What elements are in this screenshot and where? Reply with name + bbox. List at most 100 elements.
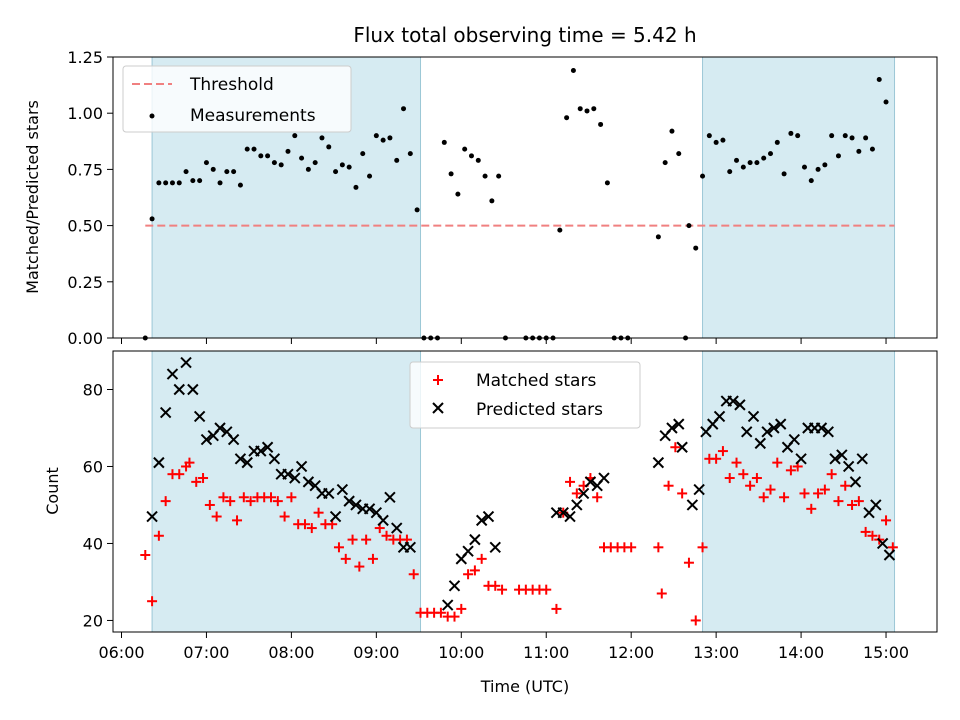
matched-star-marker xyxy=(656,588,667,599)
matched-star-marker xyxy=(367,553,378,564)
measurement-point xyxy=(863,135,869,141)
measurement-point xyxy=(285,148,291,154)
predicted-star-marker xyxy=(652,456,665,469)
matched-star-marker xyxy=(140,550,151,561)
predicted-star-marker xyxy=(448,580,461,592)
y-tick-label: 60 xyxy=(83,457,103,476)
bottom-axes-frame xyxy=(112,350,938,633)
matched-star-marker xyxy=(731,457,742,468)
y-tick-label: 80 xyxy=(83,380,103,399)
matched-stars-series xyxy=(140,442,898,626)
predicted-star-marker xyxy=(836,449,848,461)
matched-star-marker xyxy=(799,488,810,499)
matched-star-marker xyxy=(663,480,674,491)
measurement-point xyxy=(822,162,828,168)
bottom-x-ticks: 06:00 07:00 08:00 09:00 10:00 11:00 12:00 13:00… xyxy=(98,632,909,662)
measurement-point xyxy=(747,160,753,166)
shaded-region-2 xyxy=(702,56,896,339)
measurement-point xyxy=(455,191,461,197)
matched-star-marker xyxy=(653,542,664,553)
x-tick-label: 11:00 xyxy=(523,643,569,662)
matched-star-marker xyxy=(683,557,694,568)
x-tick-label: 14:00 xyxy=(778,643,824,662)
matched-star-marker xyxy=(571,488,582,499)
measurement-point xyxy=(237,182,243,188)
measurement-point xyxy=(319,135,325,141)
matched-star-marker xyxy=(697,542,708,553)
measurement-point xyxy=(693,245,699,251)
measurement-point xyxy=(441,139,447,145)
measurement-point xyxy=(727,169,733,175)
measurement-point xyxy=(333,169,339,175)
matched-star-marker xyxy=(758,492,769,503)
matched-star-marker xyxy=(340,553,351,564)
predicted-star-marker xyxy=(295,460,308,473)
predicted-star-marker xyxy=(598,472,610,484)
predicted-star-marker xyxy=(302,476,315,488)
measurement-point xyxy=(448,171,454,177)
matched-star-marker xyxy=(765,484,776,495)
matched-star-marker xyxy=(184,457,195,468)
measurement-point xyxy=(271,160,277,166)
measurement-point xyxy=(339,162,345,168)
matched-star-marker xyxy=(867,530,878,541)
measurement-point xyxy=(360,151,366,157)
y-tick-label: 0.50 xyxy=(67,217,103,236)
predicted-star-marker xyxy=(883,549,896,561)
measurement-point xyxy=(373,133,379,139)
measurement-point xyxy=(380,137,386,143)
predicted-star-marker xyxy=(577,487,590,500)
top-axes-frame xyxy=(112,56,938,339)
predicted-star-marker xyxy=(404,541,417,554)
measurement-point xyxy=(604,180,610,186)
matched-star-marker xyxy=(626,542,637,553)
measurement-point xyxy=(557,227,563,233)
predicted-star-marker xyxy=(153,456,165,469)
y-tick-label: 0.25 xyxy=(67,273,103,292)
predicted-star-marker xyxy=(329,510,342,523)
y-tick-label: 40 xyxy=(83,534,103,553)
predicted-star-marker xyxy=(241,456,253,469)
measurement-point xyxy=(734,157,740,163)
x-tick-label: 12:00 xyxy=(608,643,654,662)
measurement-point xyxy=(414,207,420,213)
measurement-point xyxy=(686,223,692,229)
measurement-point xyxy=(781,171,787,177)
measurement-point xyxy=(265,153,271,159)
predicted-star-marker xyxy=(377,514,389,527)
measurement-point xyxy=(475,157,481,163)
predicted-star-marker xyxy=(336,483,349,496)
matched-star-marker xyxy=(306,523,317,534)
matched-star-marker xyxy=(435,607,446,618)
x-tick-label: 15:00 xyxy=(863,643,909,662)
matched-star-marker xyxy=(174,469,185,480)
x-tick-label: 07:00 xyxy=(183,643,229,662)
predicted-star-marker xyxy=(564,510,576,523)
measurement-point xyxy=(299,155,305,161)
measurement-point xyxy=(801,164,807,170)
predicted-star-marker xyxy=(489,541,501,554)
matched-star-marker xyxy=(218,492,229,503)
predicted-star-marker xyxy=(693,483,705,496)
predicted-star-marker xyxy=(761,426,773,438)
x-tick-label: 10:00 xyxy=(438,643,484,662)
matched-star-marker xyxy=(191,476,202,487)
predicted-star-marker xyxy=(323,487,335,500)
predicted-star-marker xyxy=(788,433,800,446)
measurement-point xyxy=(312,160,318,166)
matched-star-marker xyxy=(313,507,324,518)
matched-star-marker xyxy=(463,569,474,580)
measurement-point xyxy=(496,173,502,179)
matched-star-marker xyxy=(853,496,864,507)
measurement-point xyxy=(842,133,848,139)
measurement-point xyxy=(740,164,746,170)
x-tick-label: 09:00 xyxy=(353,643,399,662)
x-tick-label: 13:00 xyxy=(693,643,739,662)
top-y-axis-label: Matched/Predicted stars xyxy=(23,100,42,294)
predicted-star-marker xyxy=(234,453,247,465)
matched-star-marker xyxy=(198,473,209,484)
measurement-point xyxy=(353,184,359,190)
measurement-point xyxy=(278,162,284,168)
measurement-point xyxy=(156,180,162,186)
matched-star-marker xyxy=(565,476,576,487)
